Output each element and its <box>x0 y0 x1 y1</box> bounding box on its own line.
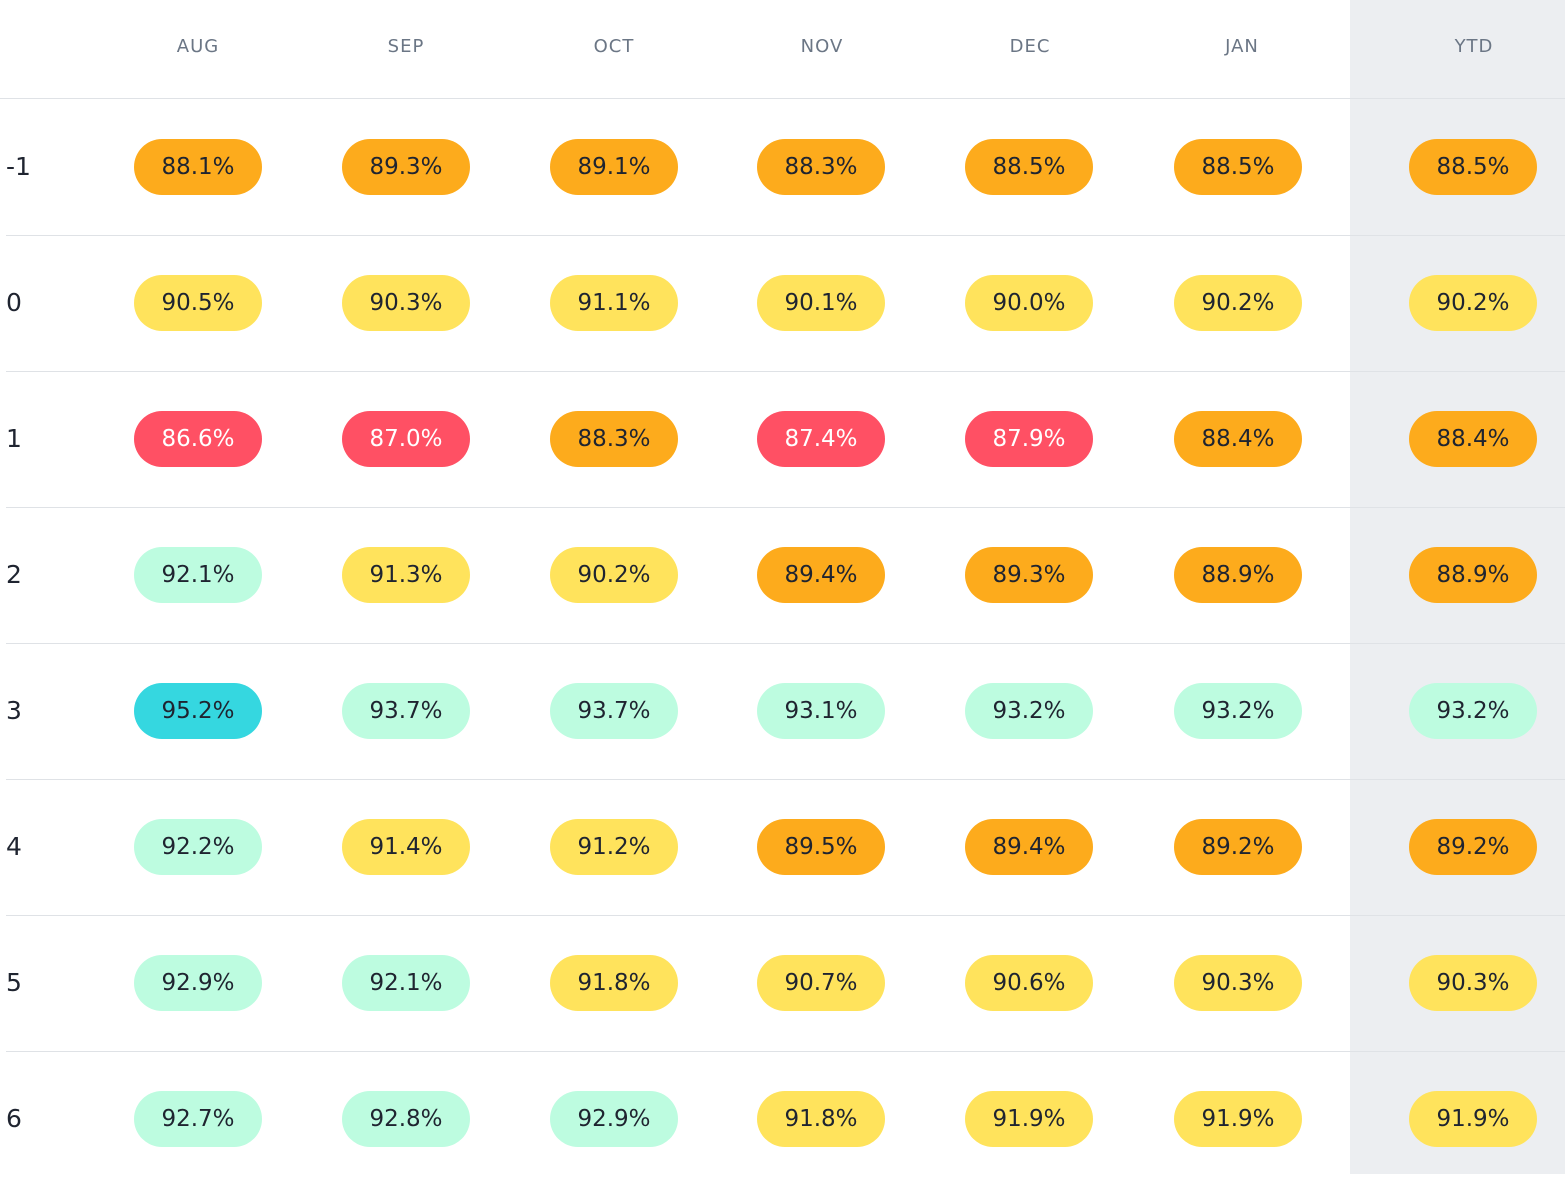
value-pill: 89.3% <box>342 139 470 195</box>
column-header-jan: JAN <box>1225 36 1259 57</box>
value-pill: 90.3% <box>1174 955 1302 1011</box>
value-pill: 87.4% <box>757 411 885 467</box>
row-label: 0 <box>6 288 22 317</box>
value-pill: 92.1% <box>342 955 470 1011</box>
value-pill: 89.3% <box>965 547 1093 603</box>
row-label: 4 <box>6 832 22 861</box>
table-row: 5 92.9% 92.1% 91.8% 90.7% 90.6% 90.3% 90.3% <box>6 915 1565 1052</box>
value-pill: 93.7% <box>550 683 678 739</box>
value-pill: 91.2% <box>550 819 678 875</box>
value-pill: 88.5% <box>965 139 1093 195</box>
value-pill: 90.7% <box>757 955 885 1011</box>
value-pill: 90.2% <box>1174 275 1302 331</box>
ytd-value-pill: 93.2% <box>1409 683 1537 739</box>
column-header-sep: SEP <box>387 36 425 57</box>
value-pill: 89.1% <box>550 139 678 195</box>
column-header-ytd: YTD <box>1454 36 1494 57</box>
column-header-aug: AUG <box>176 36 220 57</box>
table-row: 2 92.1% 91.3% 90.2% 89.4% 89.3% 88.9% 88.9% <box>6 507 1565 644</box>
value-pill: 90.5% <box>134 275 262 331</box>
value-pill: 89.4% <box>965 819 1093 875</box>
value-pill: 88.5% <box>1174 139 1302 195</box>
ytd-value-pill: 88.9% <box>1409 547 1537 603</box>
value-pill: 90.0% <box>965 275 1093 331</box>
column-header-oct: OCT <box>593 36 635 57</box>
value-pill: 86.6% <box>134 411 262 467</box>
value-pill: 92.7% <box>134 1091 262 1147</box>
row-label: 2 <box>6 560 22 589</box>
ytd-value-pill: 90.2% <box>1409 275 1537 331</box>
value-pill: 91.9% <box>1174 1091 1302 1147</box>
value-pill: 93.1% <box>757 683 885 739</box>
column-header-dec: DEC <box>1009 36 1051 57</box>
row-label: 5 <box>6 968 22 997</box>
table-row: 0 90.5% 90.3% 91.1% 90.1% 90.0% 90.2% 90.2% <box>6 235 1565 372</box>
row-label: 3 <box>6 696 22 725</box>
value-pill: 89.4% <box>757 547 885 603</box>
ytd-value-pill: 88.5% <box>1409 139 1537 195</box>
value-pill: 91.1% <box>550 275 678 331</box>
value-pill: 91.3% <box>342 547 470 603</box>
value-pill: 95.2% <box>134 683 262 739</box>
value-pill: 88.3% <box>550 411 678 467</box>
value-pill: 90.6% <box>965 955 1093 1011</box>
value-pill: 87.9% <box>965 411 1093 467</box>
value-pill: 90.1% <box>757 275 885 331</box>
value-pill: 91.8% <box>757 1091 885 1147</box>
value-pill: 93.2% <box>965 683 1093 739</box>
value-pill: 92.8% <box>342 1091 470 1147</box>
ytd-value-pill: 88.4% <box>1409 411 1537 467</box>
table-row: 4 92.2% 91.4% 91.2% 89.5% 89.4% 89.2% 89.2% <box>6 779 1565 916</box>
value-pill: 92.1% <box>134 547 262 603</box>
table-row: -1 88.1% 89.3% 89.1% 88.3% 88.5% 88.5% 88.5% <box>6 99 1565 236</box>
value-pill: 88.1% <box>134 139 262 195</box>
row-label: 1 <box>6 424 22 453</box>
value-pill: 90.3% <box>342 275 470 331</box>
value-pill: 91.4% <box>342 819 470 875</box>
value-pill: 89.2% <box>1174 819 1302 875</box>
column-header-nov: NOV <box>800 36 844 57</box>
value-pill: 93.7% <box>342 683 470 739</box>
value-pill: 88.3% <box>757 139 885 195</box>
value-pill: 87.0% <box>342 411 470 467</box>
value-pill: 88.4% <box>1174 411 1302 467</box>
value-pill: 92.2% <box>134 819 262 875</box>
value-pill: 91.8% <box>550 955 678 1011</box>
ytd-value-pill: 90.3% <box>1409 955 1537 1011</box>
value-pill: 90.2% <box>550 547 678 603</box>
value-pill: 89.5% <box>757 819 885 875</box>
value-pill: 92.9% <box>550 1091 678 1147</box>
row-label: -1 <box>6 152 31 181</box>
table-header: AUG SEP OCT NOV DEC JAN YTD <box>0 0 1565 99</box>
table-row: 6 92.7% 92.8% 92.9% 91.8% 91.9% 91.9% 91.9% <box>6 1051 1565 1187</box>
value-pill: 88.9% <box>1174 547 1302 603</box>
value-pill: 92.9% <box>134 955 262 1011</box>
value-pill: 91.9% <box>965 1091 1093 1147</box>
ytd-value-pill: 91.9% <box>1409 1091 1537 1147</box>
ytd-value-pill: 89.2% <box>1409 819 1537 875</box>
table-row: 1 86.6% 87.0% 88.3% 87.4% 87.9% 88.4% 88.4% <box>6 371 1565 508</box>
row-label: 6 <box>6 1104 22 1133</box>
value-pill: 93.2% <box>1174 683 1302 739</box>
table-row: 3 95.2% 93.7% 93.7% 93.1% 93.2% 93.2% 93.2% <box>6 643 1565 780</box>
